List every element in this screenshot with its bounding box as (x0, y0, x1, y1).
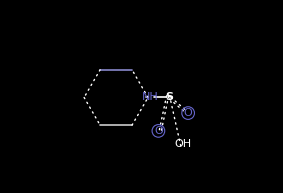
Text: O: O (154, 126, 163, 136)
Text: S: S (165, 92, 173, 102)
Text: NH: NH (142, 92, 158, 102)
Text: OH: OH (174, 139, 192, 149)
Text: O: O (184, 108, 192, 118)
